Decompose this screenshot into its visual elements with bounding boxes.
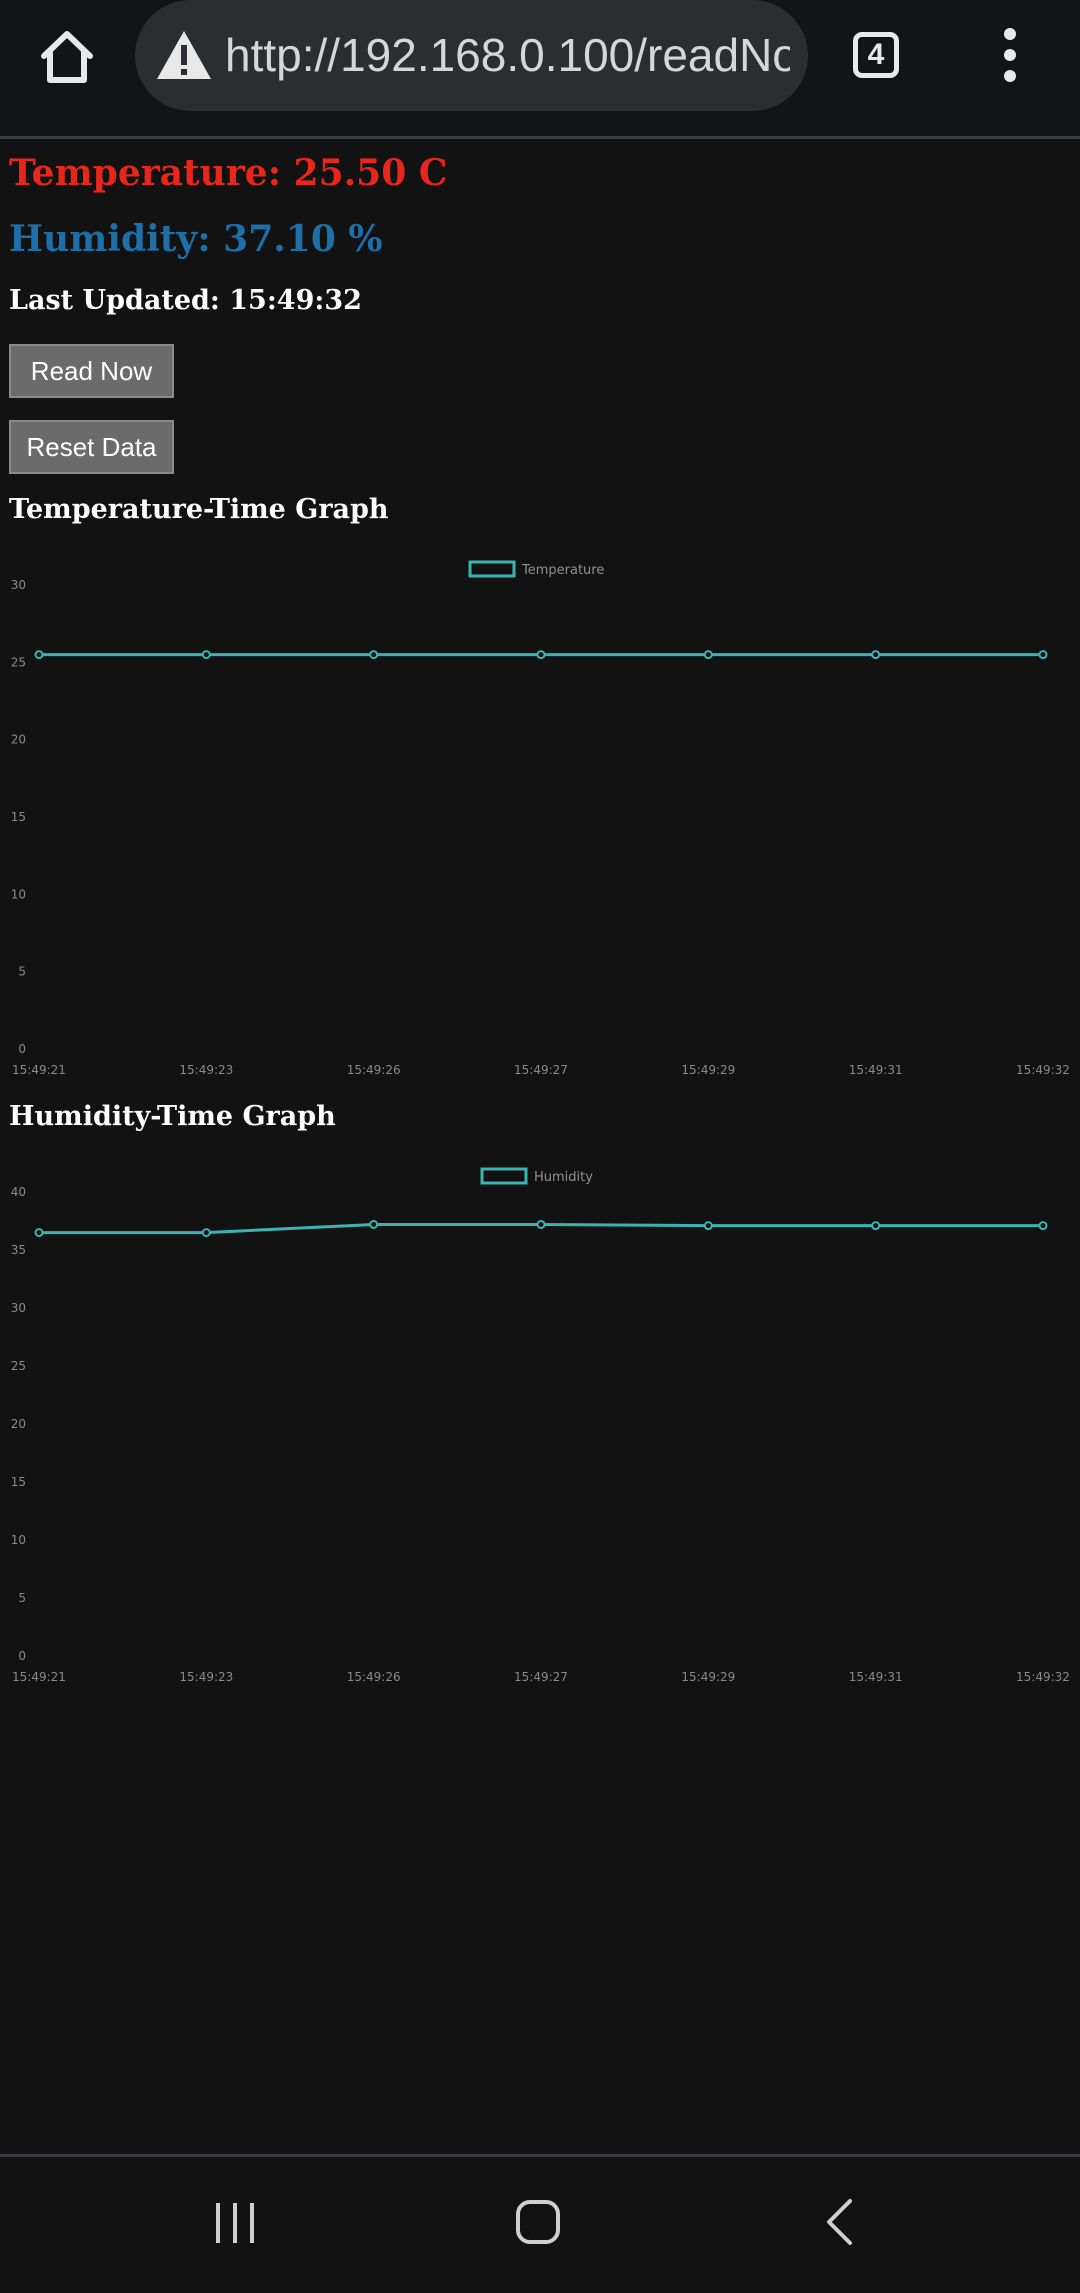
x-tick-label: 15:49:27 — [514, 1670, 568, 1684]
recent-apps-icon[interactable] — [210, 2197, 260, 2251]
x-tick-label: 15:49:23 — [179, 1063, 233, 1077]
x-tick-label: 15:49:23 — [179, 1670, 233, 1684]
address-bar[interactable]: http://192.168.0.100/readNow — [135, 0, 808, 111]
y-tick-label: 25 — [11, 1359, 26, 1373]
x-tick-label: 15:49:26 — [347, 1063, 401, 1077]
y-tick-label: 10 — [11, 1533, 26, 1547]
y-tick-label: 10 — [11, 887, 26, 901]
data-point[interactable] — [369, 650, 379, 660]
system-navigation-bar — [0, 2154, 1080, 2293]
last-updated-text: Last Updated: 15:49:32 — [9, 285, 362, 316]
data-point[interactable] — [703, 1221, 713, 1231]
legend-swatch[interactable] — [480, 1167, 528, 1185]
y-tick-label: 15 — [11, 810, 26, 824]
x-tick-label: 15:49:26 — [347, 1670, 401, 1684]
data-point[interactable] — [1038, 650, 1048, 660]
more-options-icon[interactable] — [995, 28, 1025, 86]
temperature-chart: Temperature 0 5 10 15 20 25 30 15:49:21 15:49:23 1… — [11, 560, 1070, 1077]
legend[interactable]: Humidity — [480, 1167, 593, 1185]
y-tick-label: 30 — [11, 578, 26, 592]
legend-label[interactable]: Humidity — [534, 1170, 593, 1185]
y-tick-label: 35 — [11, 1243, 26, 1257]
read-now-button[interactable]: Read Now — [9, 344, 174, 398]
x-tick-label: 15:49:32 — [1016, 1670, 1070, 1684]
url-text[interactable]: http://192.168.0.100/readNow — [225, 29, 790, 81]
x-tick-label: 15:49:21 — [12, 1063, 66, 1077]
y-tick-label: 0 — [18, 1042, 26, 1056]
data-point[interactable] — [34, 650, 44, 660]
home-icon[interactable] — [36, 26, 98, 88]
data-point[interactable] — [201, 1228, 211, 1238]
data-point[interactable] — [703, 650, 713, 660]
x-tick-label: 15:49:31 — [849, 1063, 903, 1077]
data-point[interactable] — [34, 1228, 44, 1238]
x-tick-label: 15:49:21 — [12, 1670, 66, 1684]
y-tick-label: 5 — [18, 1591, 26, 1605]
temperature-graph-title: Temperature-Time Graph — [9, 494, 389, 525]
x-tick-label: 15:49:31 — [849, 1670, 903, 1684]
data-point[interactable] — [1038, 1221, 1048, 1231]
data-point[interactable] — [536, 1219, 546, 1229]
y-tick-label: 15 — [11, 1475, 26, 1489]
tab-switcher-button[interactable]: 4 — [853, 32, 899, 78]
y-tick-label: 20 — [11, 733, 26, 747]
legend[interactable]: Temperature — [468, 560, 604, 578]
legend-swatch[interactable] — [468, 560, 516, 578]
data-point[interactable] — [369, 1219, 379, 1229]
humidity-chart: Humidity 0 5 10 15 20 25 30 35 40 15:49:21 15:49:23… — [11, 1167, 1070, 1684]
y-tick-label: 25 — [11, 655, 26, 669]
y-tick-label: 0 — [18, 1649, 26, 1663]
temperature-reading: Temperature: 25.50 C — [9, 152, 448, 194]
back-icon[interactable] — [815, 2197, 865, 2251]
y-tick-label: 20 — [11, 1417, 26, 1431]
y-tick-label: 40 — [11, 1185, 26, 1199]
humidity-reading: Humidity: 37.10 % — [9, 218, 383, 260]
warning-icon[interactable] — [155, 28, 213, 82]
data-point[interactable] — [871, 1221, 881, 1231]
data-point[interactable] — [201, 650, 211, 660]
browser-toolbar: http://192.168.0.100/readNow 4 — [0, 0, 1080, 139]
humidity-graph-title: Humidity-Time Graph — [9, 1101, 336, 1132]
x-tick-label: 15:49:27 — [514, 1063, 568, 1077]
y-tick-label: 5 — [18, 965, 26, 979]
legend-label[interactable]: Temperature — [521, 563, 604, 578]
y-tick-label: 30 — [11, 1301, 26, 1315]
x-tick-label: 15:49:32 — [1016, 1063, 1070, 1077]
reset-data-button[interactable]: Reset Data — [9, 420, 174, 474]
home-nav-icon[interactable] — [513, 2197, 563, 2251]
x-tick-label: 15:49:29 — [681, 1670, 735, 1684]
data-point[interactable] — [871, 650, 881, 660]
x-tick-label: 15:49:29 — [681, 1063, 735, 1077]
data-point[interactable] — [536, 650, 546, 660]
